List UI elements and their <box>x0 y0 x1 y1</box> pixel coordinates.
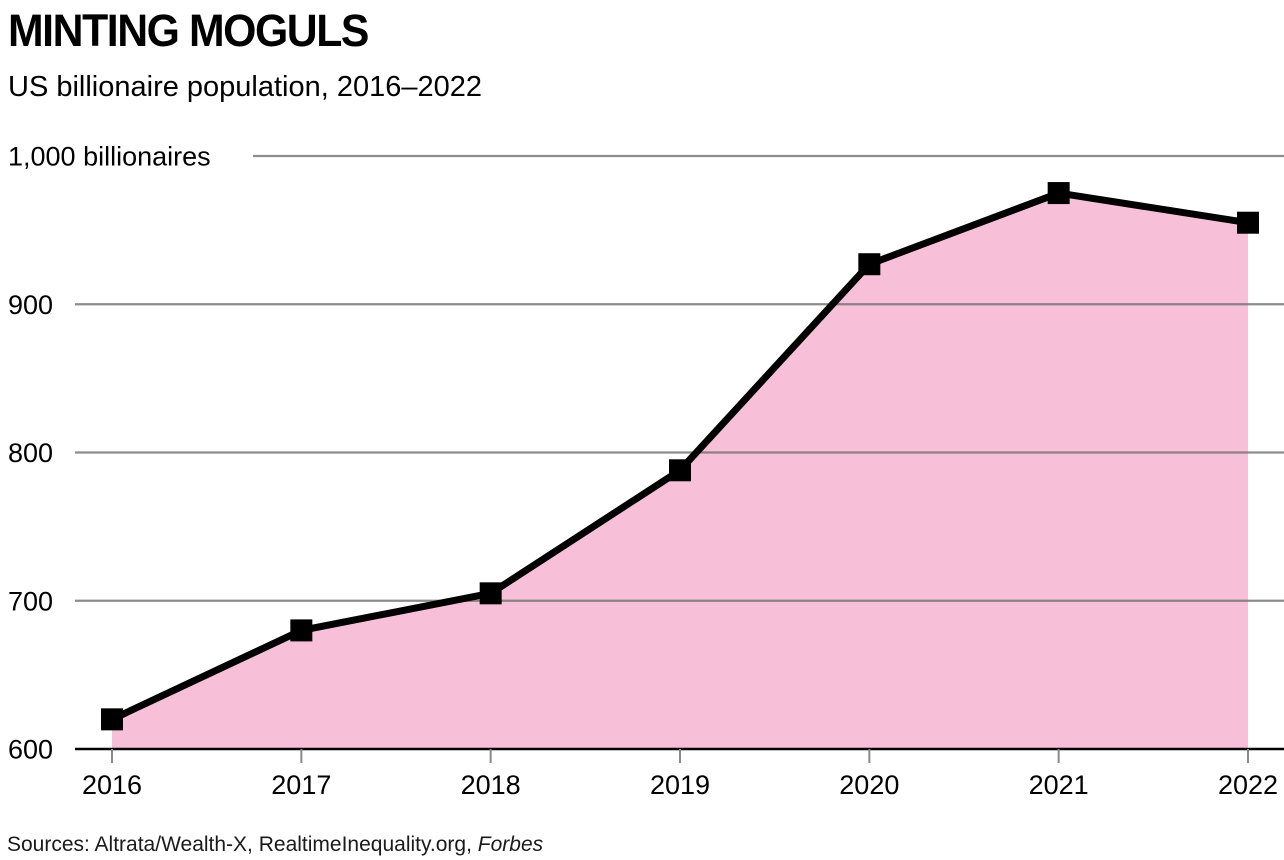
y-axis-label: 1,000 billionaires <box>8 142 211 172</box>
x-axis-label: 2021 <box>1029 770 1089 800</box>
data-point-marker-2017 <box>290 619 313 642</box>
data-point-marker-2022 <box>1236 211 1259 234</box>
y-axis-label: 900 <box>8 290 53 320</box>
data-point-marker-2020 <box>858 253 881 276</box>
sources-italic-text: Forbes <box>477 833 544 856</box>
x-axis-label: 2018 <box>461 770 521 800</box>
sources-note: Sources: Altrata/Wealth-X, RealtimeInequ… <box>7 833 543 857</box>
data-point-marker-2021 <box>1047 182 1070 205</box>
x-axis-label: 2017 <box>271 770 331 800</box>
data-point-marker-2019 <box>668 459 691 482</box>
chart-title: MINTING MOGULS <box>8 5 369 56</box>
y-axis-label: 600 <box>8 735 53 765</box>
y-axis-label: 700 <box>8 586 53 616</box>
x-axis-label: 2019 <box>650 770 710 800</box>
data-point-marker-2016 <box>101 708 123 731</box>
y-axis-label: 800 <box>8 438 53 468</box>
x-axis-label: 2022 <box>1218 770 1278 800</box>
data-point-marker-2018 <box>479 582 502 605</box>
x-axis-label: 2020 <box>839 770 899 800</box>
x-axis-label: 2016 <box>82 770 142 800</box>
chart-subtitle: US billionaire population, 2016–2022 <box>8 71 483 103</box>
sources-text: Sources: Altrata/Wealth-X, RealtimeInequ… <box>7 833 478 856</box>
